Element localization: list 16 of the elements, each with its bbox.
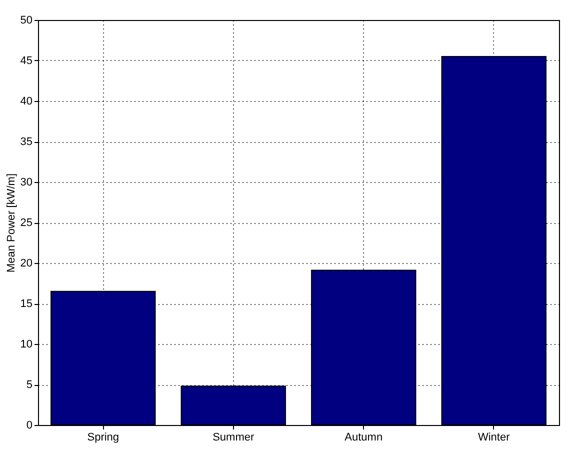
y-tick-label: 50	[20, 14, 32, 26]
y-tick-label: 10	[20, 338, 32, 350]
y-axis-title: Mean Power [kW/m]	[5, 173, 18, 273]
y-tick-label: 40	[20, 96, 32, 108]
x-tick-label: Winter	[478, 432, 510, 444]
y-tick-label: 20	[20, 258, 32, 270]
y-tick-label: 45	[20, 55, 32, 67]
y-tick-label: 5	[26, 379, 32, 391]
y-tick-label: 0	[26, 420, 32, 432]
x-tick-label: Autumn	[344, 432, 383, 444]
x-tick-label: Spring	[87, 432, 120, 444]
y-tick-label: 25	[20, 217, 32, 229]
y-tick-label: 30	[20, 176, 32, 188]
x-tick-label: Summer	[212, 432, 254, 444]
y-tick-label: 15	[20, 298, 32, 310]
y-tick-label: 35	[20, 136, 32, 148]
